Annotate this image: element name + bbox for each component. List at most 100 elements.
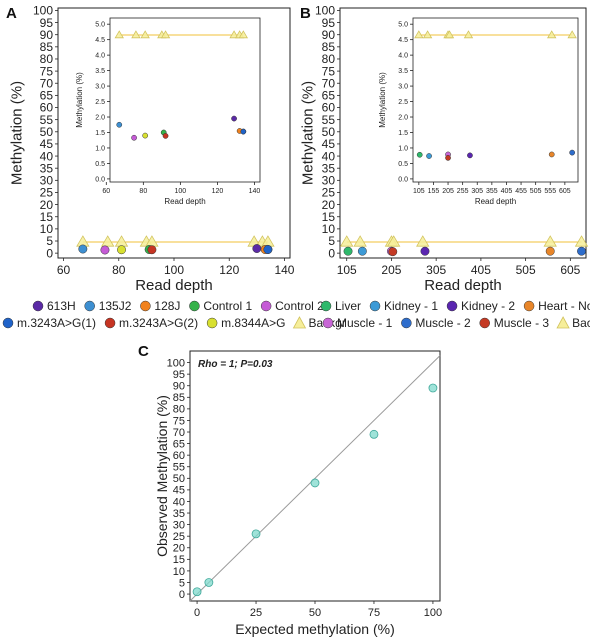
y-tick-label: 2.5 [398, 99, 408, 106]
inset-x-axis-label: Read depth [475, 197, 516, 206]
x-tick-label: 605 [559, 188, 571, 195]
legend-label: 128J [154, 299, 180, 313]
x-axis-label: Expected methylation (%) [235, 621, 395, 637]
legend-marker [401, 317, 412, 329]
background-marker [567, 30, 577, 39]
y-tick-label: 2.0 [95, 114, 105, 121]
y-tick-label: 0 [179, 589, 185, 601]
x-tick-label: 50 [309, 607, 321, 619]
y-tick-label: 90 [322, 28, 336, 42]
y-tick-label: 25 [173, 531, 185, 543]
y-tick-label: 3.5 [398, 68, 408, 75]
y-tick-label: 45 [40, 137, 54, 151]
x-tick-label: 155 [428, 188, 440, 195]
legend-panel-a: 613H 135J2 128J Control 1 Control 2 m.3243A>G… [2, 299, 346, 330]
y-tick-label: 0.0 [398, 176, 408, 183]
y-tick-label: 0 [328, 246, 335, 260]
inset-y-axis-label: Methylation (%) [75, 72, 84, 128]
legend-label: Liver [335, 299, 361, 313]
x-tick-label: 105 [413, 188, 425, 195]
y-tick-label: 65 [322, 89, 336, 103]
y-tick-label: 100 [167, 357, 185, 369]
y-tick-label: 5 [46, 234, 53, 248]
background-marker [353, 235, 367, 247]
y-tick-label: 5.0 [398, 22, 408, 29]
legend-marker [2, 317, 14, 329]
x-tick-label: 100 [175, 188, 187, 195]
y-tick-label: 30 [173, 519, 185, 531]
data-point [142, 132, 149, 139]
y-tick-label: 35 [322, 161, 336, 175]
legend-label: Heart - Normal [538, 299, 590, 313]
y-tick-label: 3.0 [398, 84, 408, 91]
y-tick-label: 4.0 [95, 53, 105, 60]
y-tick-label: 80 [40, 52, 54, 66]
legend-label: Muscle - 3 [494, 316, 550, 330]
background-marker [386, 235, 401, 247]
chart-c: 0510152025303540455055606570758085909510… [154, 350, 442, 637]
legend-marker [523, 300, 535, 312]
y-tick-label: 100 [315, 4, 335, 18]
legend-label: Control 2 [275, 299, 324, 313]
x-tick-label: 60 [57, 263, 71, 277]
y-tick-label: 45 [322, 137, 336, 151]
legend-label: Muscle - 2 [415, 316, 471, 330]
y-tick-label: 25 [322, 186, 336, 200]
panel-label-a: A [6, 5, 17, 22]
legend-label: Muscle - 1 [337, 316, 393, 330]
x-tick-label: 255 [457, 188, 469, 195]
x-tick-label: 205 [381, 263, 401, 277]
data-point [78, 244, 88, 254]
x-tick-label: 75 [368, 607, 380, 619]
x-tick-label: 555 [544, 188, 556, 195]
y-tick-label: 75 [40, 64, 54, 78]
y-tick-label: 20 [173, 543, 185, 555]
x-axis-label: Read depth [135, 277, 213, 294]
x-tick-label: 105 [337, 263, 357, 277]
x-tick-label: 100 [164, 263, 184, 277]
panel-label-c: C [138, 343, 149, 360]
y-tick-label: 50 [40, 125, 54, 139]
y-tick-label: 1.5 [398, 130, 408, 137]
x-tick-label: 120 [219, 263, 239, 277]
y-tick-label: 15 [322, 210, 336, 224]
background-marker [574, 235, 589, 247]
y-tick-label: 65 [173, 438, 185, 450]
data-point [343, 246, 353, 256]
x-tick-label: 505 [516, 263, 536, 277]
legend-marker [320, 300, 332, 312]
y-tick-label: 25 [40, 186, 54, 200]
background-marker [229, 30, 239, 39]
y-tick-label: 0.0 [95, 176, 105, 183]
background-marker [463, 30, 474, 39]
legend-marker [479, 317, 490, 329]
background-marker [140, 30, 150, 39]
y-axis-label: Methylation (%) [8, 81, 25, 185]
data-point [251, 529, 261, 539]
legend-label: m.3243A>G(1) [17, 316, 96, 330]
y-tick-label: 80 [173, 404, 185, 416]
data-point [117, 245, 126, 255]
y-tick-label: 85 [173, 392, 185, 404]
data-point [116, 121, 123, 128]
y-tick-label: 4.5 [95, 37, 105, 44]
background-marker [238, 30, 249, 39]
y-tick-label: 30 [322, 174, 336, 188]
legend-marker [322, 317, 334, 329]
y-tick-label: 60 [173, 450, 185, 462]
x-tick-label: 505 [530, 188, 542, 195]
y-tick-label: 70 [173, 427, 185, 439]
y-tick-label: 45 [173, 485, 185, 497]
y-tick-label: 2.5 [95, 99, 105, 106]
y-tick-label: 95 [173, 369, 185, 381]
y-tick-label: 50 [322, 125, 336, 139]
x-tick-label: 305 [471, 188, 483, 195]
y-tick-label: 80 [322, 52, 336, 66]
y-tick-label: 1.0 [398, 145, 408, 152]
data-point [147, 245, 157, 255]
legend-label: Kidney - 2 [461, 299, 515, 313]
legend-label: 135J2 [99, 299, 132, 313]
y-tick-label: 40 [322, 149, 336, 163]
